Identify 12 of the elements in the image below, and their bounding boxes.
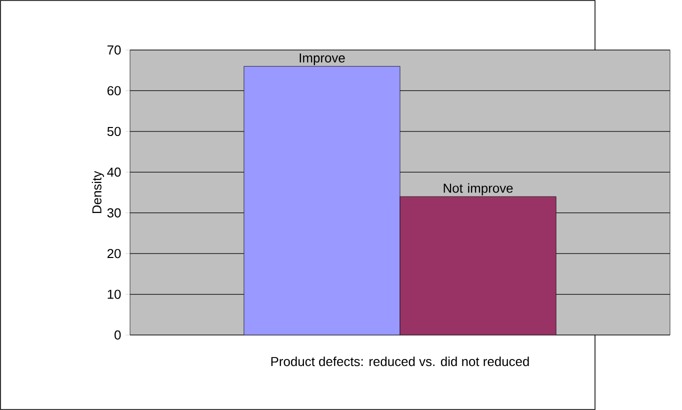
y-tick-label: 60 bbox=[107, 86, 121, 96]
y-tick-label: 20 bbox=[107, 248, 121, 258]
y-tick-label: 0 bbox=[114, 330, 121, 340]
y-tick-label: 70 bbox=[108, 45, 121, 55]
x-axis-title: Product defects: reduced vs. did not reduced bbox=[271, 356, 529, 366]
y-tick-label: 30 bbox=[107, 208, 121, 218]
y-axis-title: Density bbox=[92, 170, 104, 214]
series-label: Not improve bbox=[444, 183, 513, 196]
y-tick-label: 50 bbox=[107, 126, 121, 136]
y-tick-label: 10 bbox=[108, 290, 121, 299]
y-tick-label: 40 bbox=[107, 168, 121, 177]
series-label: Improve bbox=[300, 53, 345, 66]
